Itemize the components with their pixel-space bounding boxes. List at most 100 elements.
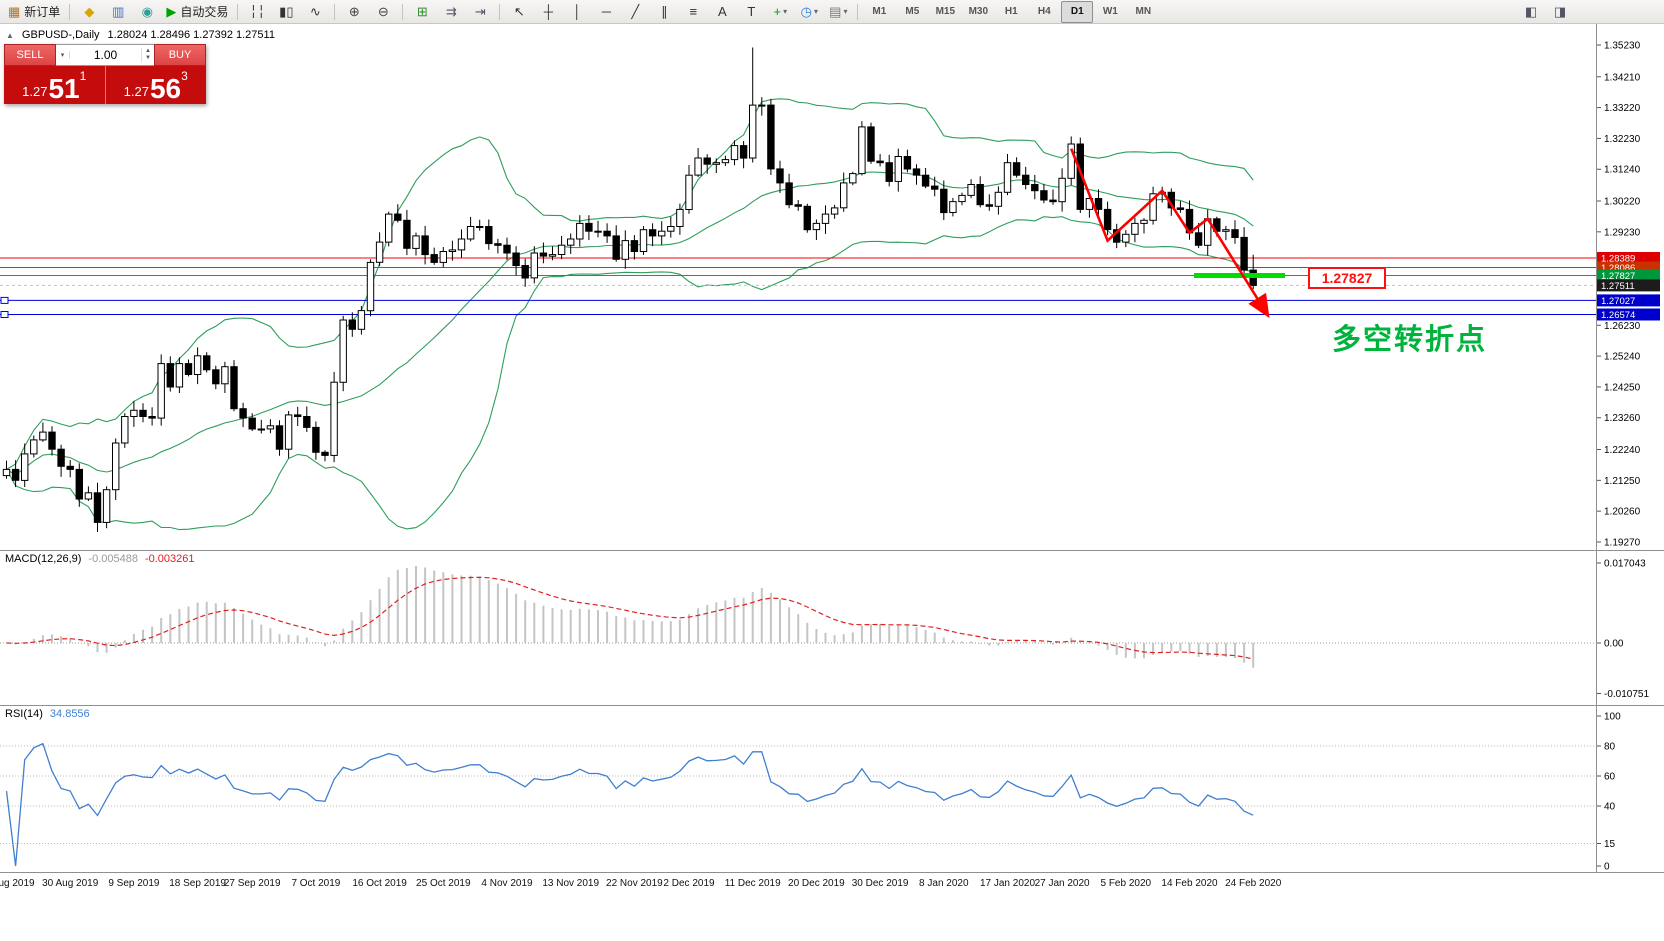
buy-price-sup: 3 [181, 69, 188, 83]
sell-price-button[interactable]: 1.27 51 1 [4, 66, 106, 104]
chart-shift-icon: ⇥ [474, 4, 486, 19]
timeframe-button-d1[interactable]: D1 [1061, 0, 1094, 23]
sell-button[interactable]: SELL [4, 44, 56, 66]
channel-tool-icon: ∥ [661, 4, 668, 19]
new-order-button[interactable]: ▦ 新订单 [4, 1, 64, 23]
bars-chart-type-button[interactable]: ╎╎ [243, 1, 271, 23]
svg-text:1.33220: 1.33220 [1604, 103, 1641, 114]
line-chart-type-button[interactable]: ∿ [301, 1, 329, 23]
svg-text:30 Dec 2019: 30 Dec 2019 [852, 878, 909, 889]
auto-scroll-button[interactable]: ⇉ [437, 1, 465, 23]
indicators-button[interactable]: ◷ ▾ [795, 1, 823, 23]
templates-button[interactable]: ▤ ▾ [824, 1, 852, 23]
time-axis-canvas: 21 Aug 2019 30 Aug 2019 9 Sep 2019 18 Sep 2… [0, 878, 1282, 889]
caret-down-icon: ▾ [843, 7, 848, 16]
trend-zigzag-arrow[interactable] [1069, 148, 1270, 319]
timeframe-button-w1[interactable]: W1 [1102, 6, 1118, 17]
autotrading-button[interactable]: ▶ 自动交易 [162, 1, 232, 23]
volume-field[interactable]: ▾ 1.00 ▲ ▼ [56, 44, 154, 66]
svg-text:1.23260: 1.23260 [1604, 413, 1641, 424]
buy-button[interactable]: BUY [154, 44, 206, 66]
svg-text:13 Nov 2019: 13 Nov 2019 [542, 878, 599, 889]
horizontal-line-tool-button[interactable]: ─ [592, 1, 620, 23]
svg-text:18 Sep 2019: 18 Sep 2019 [169, 878, 226, 889]
timeframe-button-m15[interactable]: M15 [935, 6, 956, 17]
volume-down-icon[interactable]: ▼ [145, 55, 151, 61]
svg-text:1.28389: 1.28389 [1601, 254, 1635, 265]
tile-windows-button[interactable]: ⊞ [408, 1, 436, 23]
cursor-tool-button[interactable]: ↖ [505, 1, 533, 23]
sell-price-sup: 1 [79, 69, 87, 83]
label-tool-icon: T [747, 4, 756, 19]
timeframe-button-m5[interactable]: M5 [905, 6, 920, 17]
macd-scale: 0.017043 0.00 -0.010751 [1596, 559, 1649, 700]
rsi-scale: 100 80 60 40 15 0 [1596, 712, 1621, 872]
svg-text:27 Jan 2020: 27 Jan 2020 [1035, 878, 1090, 889]
vertical-line-tool-button[interactable]: │ [563, 1, 591, 23]
svg-text:0.017043: 0.017043 [1604, 559, 1646, 570]
fibonacci-tool-button[interactable]: ≡ [679, 1, 707, 23]
symbol-timeframe-label: GBPUSD-,Daily [21, 29, 100, 41]
macd-value: -0.005488 [88, 553, 138, 565]
timeframe-button-mn[interactable]: MN [1135, 6, 1152, 17]
svg-text:1.34210: 1.34210 [1604, 72, 1641, 83]
auto-scroll-icon: ⇉ [445, 4, 457, 19]
channel-tool-button[interactable]: ∥ [650, 1, 678, 23]
svg-text:1.21250: 1.21250 [1604, 476, 1641, 487]
svg-text:11 Dec 2019: 11 Dec 2019 [725, 878, 781, 889]
sell-price-big: 51 [48, 73, 80, 105]
windows-button[interactable]: ◧ [1517, 1, 1545, 23]
price-scale-separator [1596, 24, 1597, 872]
zoom-out-button[interactable]: ⊖ [369, 1, 397, 23]
volume-up-icon[interactable]: ▲ [145, 48, 151, 54]
rsi-indicator-pane[interactable]: 100 80 60 40 15 0 [0, 705, 1664, 872]
charts-bar-button[interactable]: ▥ [104, 1, 132, 23]
appearance-button[interactable]: ◨ [1546, 1, 1574, 23]
buy-price-button[interactable]: 1.27 56 3 [105, 66, 206, 104]
svg-text:1.32230: 1.32230 [1604, 134, 1641, 145]
horizontal-line-tool-icon: ─ [601, 4, 611, 19]
trendline-tool-button[interactable]: ╱ [621, 1, 649, 23]
svg-text:1.31240: 1.31240 [1604, 165, 1641, 176]
main-price-chart[interactable]: 1.35230 1.34210 1.33220 1.32230 1.31240 1.302… [0, 24, 1664, 550]
label-tool-button[interactable]: T [737, 1, 765, 23]
svg-text:1.20260: 1.20260 [1604, 507, 1641, 518]
profiles-icon: ◆ [84, 4, 95, 19]
sell-price-base: 1.27 [22, 84, 48, 99]
macd-indicator-label: MACD(12,26,9) -0.005488 -0.003261 [5, 553, 195, 565]
macd-signal-line [6, 576, 1254, 660]
crosshair-tool-button[interactable]: ┼ [534, 1, 562, 23]
toolbar-separator [857, 3, 859, 20]
macd-signal-value: -0.003261 [144, 553, 195, 565]
new-order-icon: ▦ [8, 4, 21, 19]
candles-layer [2, 47, 1257, 532]
svg-text:1.30220: 1.30220 [1604, 197, 1641, 208]
timeframe-button-h1[interactable]: H1 [1004, 6, 1018, 17]
chart-shift-button[interactable]: ⇥ [466, 1, 494, 23]
horizontal-levels[interactable] [0, 257, 1596, 318]
svg-text:1.26574: 1.26574 [1601, 310, 1635, 321]
volume-dropdown-icon[interactable]: ▾ [56, 51, 70, 59]
timeframe-button-m30[interactable]: M30 [968, 6, 989, 17]
appearance-icon: ◨ [1553, 4, 1567, 19]
profiles-button[interactable]: ◆ [75, 1, 103, 23]
refresh-button[interactable]: ◉ [133, 1, 161, 23]
svg-text:8 Jan 2020: 8 Jan 2020 [919, 878, 969, 889]
timeframe-button-m1[interactable]: M1 [872, 6, 887, 17]
price-callout-label[interactable]: 1.27827 [1308, 267, 1386, 289]
candles-chart-type-button[interactable]: ▮▯ [272, 1, 300, 23]
arrows-tool-button[interactable]: + ▾ [766, 1, 794, 23]
text-tool-button[interactable]: A [708, 1, 736, 23]
caret-down-icon: ▾ [813, 7, 818, 16]
macd-indicator-pane[interactable]: 0.017043 0.00 -0.010751 [0, 550, 1664, 705]
turning-point-annotation[interactable]: 多空转折点 [1332, 324, 1488, 356]
svg-text:40: 40 [1604, 802, 1616, 813]
rsi-name: RSI(14) [5, 708, 43, 720]
collapse-panel-arrow-icon[interactable]: ▲ [6, 30, 14, 40]
volume-value[interactable]: 1.00 [93, 48, 118, 62]
svg-text:1.26230: 1.26230 [1604, 321, 1641, 332]
macd-histogram [14, 565, 1255, 668]
timeframe-button-h4[interactable]: H4 [1037, 6, 1051, 17]
zoom-in-button[interactable]: ⊕ [340, 1, 368, 23]
rsi-value: 34.8556 [49, 708, 90, 720]
